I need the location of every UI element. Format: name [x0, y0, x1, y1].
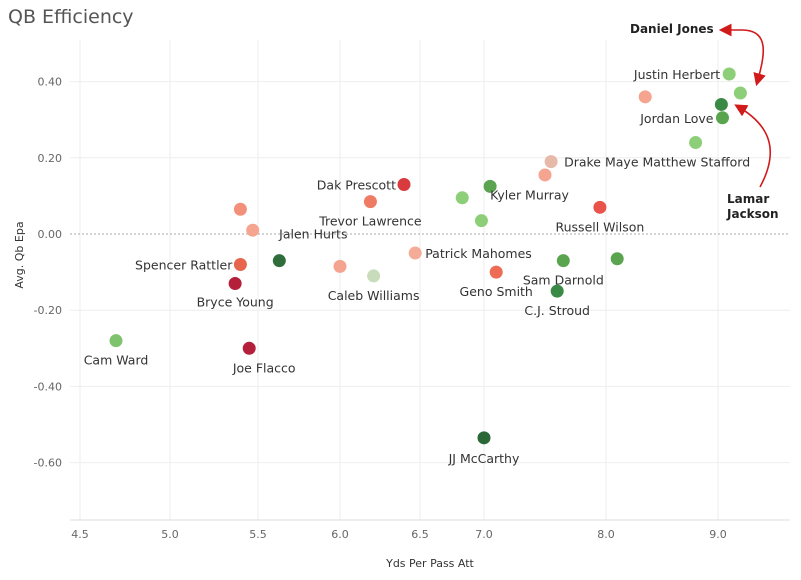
data-point-jordan-love[interactable]	[715, 111, 729, 125]
point-label-jordan-love: Jordan Love	[639, 111, 714, 126]
point-label-drake-maye-matthew-stafford: Drake Maye Matthew Stafford	[564, 155, 750, 170]
point-labels: Cam Ward Spencer Rattler Bryce Young Joe Fl…	[84, 67, 750, 466]
x-tick-label: 6.0	[331, 528, 349, 541]
x-tick-label: 7.0	[475, 528, 493, 541]
data-point-unlabeled-qb-e[interactable]	[474, 214, 488, 228]
point-label-justin-herbert: Justin Herbert	[633, 67, 720, 82]
annotations: Daniel Jones Lamar Jackson	[630, 22, 779, 221]
y-axis-label: Avg. Qb Epa	[13, 221, 26, 288]
y-tick-label: 0.40	[38, 76, 63, 89]
annotation-lamar-jackson: Lamar Jackson	[726, 192, 779, 221]
data-point-unlabeled-qb-g[interactable]	[610, 252, 624, 266]
y-tick-label: -0.20	[34, 304, 62, 317]
chart-title: QB Efficiency	[8, 6, 134, 28]
gridlines: 0.40 0.20 0.00 -0.20 -0.40 -0.60 4.5 5.0 5.5 6.0 6…	[34, 40, 790, 541]
data-point-bryce-young[interactable]	[228, 277, 242, 291]
data-point-drake-maye-matthew-stafford[interactable]	[544, 155, 558, 169]
data-point-russell-wilson[interactable]	[593, 200, 607, 214]
point-label-cam-ward: Cam Ward	[84, 353, 149, 368]
point-label-jj-mccarthy: JJ McCarthy	[448, 451, 520, 466]
data-point-daniel-jones[interactable]	[733, 86, 747, 100]
x-tick-label: 4.5	[71, 528, 89, 541]
data-point-patrick-mahomes[interactable]	[408, 246, 422, 260]
data-point-unlabeled-qb-f[interactable]	[538, 168, 552, 182]
point-label-c-j-stroud: C.J. Stroud	[524, 303, 590, 318]
data-point-justin-herbert[interactable]	[722, 67, 736, 81]
x-tick-label: 8.0	[597, 528, 615, 541]
x-tick-label: 5.0	[161, 528, 179, 541]
data-point-cam-ward[interactable]	[109, 334, 123, 348]
data-point-jj-mccarthy[interactable]	[477, 431, 491, 445]
arrow-lamar-jackson	[734, 104, 772, 188]
data-point-lamar-jackson[interactable]	[714, 97, 728, 111]
point-label-dak-prescott: Dak Prescott	[317, 177, 396, 192]
x-axis-label: Yds Per Pass Att	[385, 557, 474, 570]
arrow-daniel-jones-down	[741, 29, 766, 87]
point-label-spencer-rattler: Spencer Rattler	[135, 257, 233, 272]
point-label-russell-wilson: Russell Wilson	[556, 219, 645, 234]
data-point-unlabeled-qb-a[interactable]	[233, 202, 247, 216]
data-point-kyler-murray[interactable]	[483, 179, 497, 193]
data-point-geno-smith[interactable]	[489, 265, 503, 279]
annotation-daniel-jones: Daniel Jones	[630, 22, 714, 36]
data-point-sam-darnold[interactable]	[556, 254, 570, 268]
data-point-unlabeled-qb-d[interactable]	[455, 191, 469, 205]
x-tick-label: 6.5	[411, 528, 429, 541]
y-tick-label: 0.20	[38, 152, 63, 165]
point-label-kyler-murray: Kyler Murray	[490, 187, 569, 202]
point-label-caleb-williams: Caleb Williams	[328, 288, 420, 303]
point-label-patrick-mahomes: Patrick Mahomes	[425, 246, 532, 261]
x-tick-label: 9.0	[709, 528, 727, 541]
point-label-sam-darnold: Sam Darnold	[523, 273, 604, 288]
annotation-lamar-jackson-line1: Lamar	[727, 192, 769, 206]
data-point-c-j-stroud[interactable]	[550, 284, 564, 298]
data-point-dak-prescott[interactable]	[397, 177, 411, 191]
data-point-trevor-lawrence[interactable]	[363, 195, 377, 209]
data-point-unlabeled-qb-i[interactable]	[689, 136, 703, 150]
data-point-unlabeled-qb-c[interactable]	[333, 259, 347, 273]
point-label-jalen-hurts: Jalen Hurts	[278, 227, 347, 242]
y-tick-label: -0.40	[34, 380, 62, 393]
data-point-jalen-hurts[interactable]	[272, 254, 286, 268]
x-tick-label: 5.5	[249, 528, 267, 541]
annotation-lamar-jackson-line2: Jackson	[726, 207, 779, 221]
y-tick-label: 0.00	[38, 228, 63, 241]
point-label-trevor-lawrence: Trevor Lawrence	[318, 214, 422, 229]
data-point-unlabeled-qb-b[interactable]	[246, 223, 260, 237]
data-points	[109, 67, 747, 445]
data-point-spencer-rattler[interactable]	[233, 257, 247, 271]
data-point-joe-flacco[interactable]	[242, 341, 256, 355]
data-point-caleb-williams[interactable]	[367, 269, 381, 283]
point-label-geno-smith: Geno Smith	[460, 284, 533, 299]
data-point-unlabeled-qb-h[interactable]	[638, 90, 652, 104]
point-label-joe-flacco: Joe Flacco	[232, 360, 296, 375]
y-tick-label: -0.60	[34, 457, 62, 470]
point-label-bryce-young: Bryce Young	[197, 295, 274, 310]
